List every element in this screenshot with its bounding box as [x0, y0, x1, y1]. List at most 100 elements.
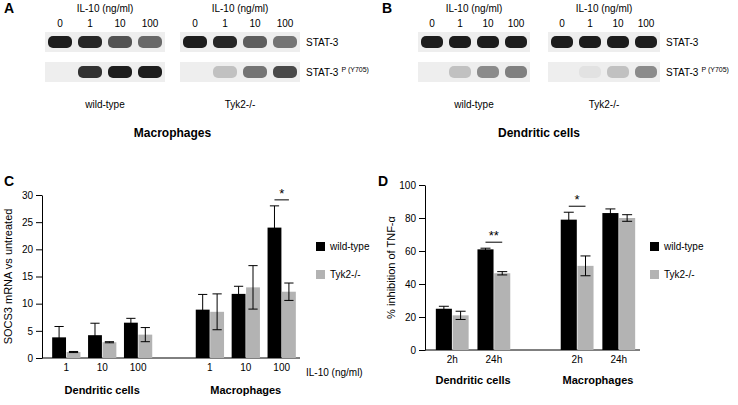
y-tick-label: 30 — [22, 190, 34, 201]
error-bar — [284, 283, 293, 300]
y-tick: 25 — [22, 217, 42, 228]
group-label: Macrophages — [562, 374, 633, 386]
y-tick: 20 — [22, 244, 42, 255]
y-tick-label: 10 — [22, 298, 34, 309]
error-bar — [605, 209, 615, 217]
error-bar — [126, 318, 135, 327]
error-bar — [212, 294, 221, 330]
band — [273, 66, 297, 78]
y-tick-mark — [419, 317, 425, 318]
row-label-main: STAT-3 — [666, 37, 699, 48]
lane-label: 1 — [457, 18, 463, 29]
x-tick-label: 100 — [130, 362, 147, 373]
y-tick: 80 — [405, 213, 425, 224]
group-name: wild-type — [84, 99, 125, 110]
error-bar — [234, 286, 243, 301]
bar — [494, 273, 510, 350]
bar — [67, 352, 81, 358]
band — [108, 66, 132, 78]
y-tick-mark — [36, 222, 42, 223]
blot-panel: AIL-10 (ng/ml)0110100wild-typeIL-10 (ng/… — [4, 0, 369, 140]
x-tick-label: 24h — [610, 354, 627, 365]
y-tick-mark — [36, 358, 42, 359]
y-tick: 60 — [405, 246, 425, 257]
x-tick: 2h — [572, 350, 583, 365]
blot-strip — [180, 62, 300, 82]
y-tick-mark — [419, 218, 425, 219]
x-tick-label: 10 — [97, 362, 109, 373]
error-bar — [439, 306, 449, 311]
group-name: Tyk2-/- — [225, 99, 256, 110]
blot-strip — [180, 32, 300, 52]
bar — [232, 294, 246, 358]
cell-type: Macrophages — [134, 126, 212, 140]
band — [635, 66, 657, 78]
error-bar — [456, 311, 466, 319]
y-tick: 5 — [27, 326, 42, 337]
band — [183, 66, 207, 78]
legend: wild-typeTyk2-/- — [650, 241, 704, 280]
legend-swatch — [650, 242, 659, 251]
bar — [124, 323, 138, 358]
band — [579, 66, 601, 78]
y-tick: 40 — [405, 279, 425, 290]
x-tick: 2h — [447, 350, 458, 365]
x-tick: 1 — [64, 358, 70, 373]
error-bar — [564, 212, 574, 227]
blot-strip — [418, 32, 530, 52]
band — [607, 66, 629, 78]
panel-letter: A — [4, 0, 14, 16]
significance-label: ** — [489, 228, 499, 243]
lane-label: 1 — [222, 18, 228, 29]
lane-label: 10 — [114, 18, 126, 29]
bar — [102, 342, 116, 358]
y-axis-title: SOCS3 mRNA vs untreated — [2, 209, 14, 345]
error-bar — [198, 294, 207, 324]
x-tick: 10 — [97, 358, 109, 373]
group-label: Dendritic cells — [65, 384, 140, 396]
y-tick: 0 — [27, 353, 42, 364]
x-tick: 24h — [610, 350, 627, 365]
lane-label: 0 — [429, 18, 435, 29]
lane-label: 0 — [559, 18, 565, 29]
y-axis-line — [425, 186, 426, 351]
band — [183, 36, 207, 48]
band — [213, 66, 237, 78]
lane-label: 100 — [638, 18, 655, 29]
error-bar — [622, 215, 632, 222]
bar — [453, 315, 469, 350]
lane-label: 10 — [612, 18, 624, 29]
legend-label: Tyk2-/- — [330, 269, 361, 280]
band — [607, 36, 629, 48]
lane-label: 0 — [192, 18, 198, 29]
x-tick: 10 — [240, 358, 252, 373]
row-label: STAT-3P (Y705) — [666, 66, 729, 78]
row-label: STAT-3P (Y705) — [306, 66, 369, 78]
y-axis: 020406080100 — [399, 180, 425, 356]
bar — [602, 213, 618, 350]
error-bar — [141, 328, 150, 342]
blot-strip — [548, 62, 660, 82]
band — [78, 66, 102, 78]
group-header: IL-10 (ng/ml) — [77, 3, 134, 14]
y-axis-title: % inhibition of TNF-α — [385, 215, 397, 318]
chart: D0204060801002h24h2h24hDendritic cellsMa… — [378, 173, 704, 386]
y-tick-label: 0 — [410, 345, 416, 356]
panel-letter: D — [378, 173, 388, 189]
lane-label: 1 — [587, 18, 593, 29]
lane-label: 0 — [57, 18, 63, 29]
error-bar — [497, 272, 507, 275]
lane-label: 10 — [482, 18, 494, 29]
cell-type: Dendritic cells — [498, 126, 580, 140]
y-tick: 15 — [22, 271, 42, 282]
y-tick-mark — [36, 304, 42, 305]
y-tick-label: 15 — [22, 271, 34, 282]
band — [579, 36, 601, 48]
lane-label: 100 — [277, 18, 294, 29]
x-axis-line — [42, 358, 300, 359]
x-tick-label: 100 — [273, 362, 290, 373]
band — [213, 36, 237, 48]
figure: AIL-10 (ng/ml)0110100wild-typeIL-10 (ng/… — [0, 0, 738, 405]
band — [449, 36, 471, 48]
legend-label: Tyk2-/- — [664, 269, 695, 280]
